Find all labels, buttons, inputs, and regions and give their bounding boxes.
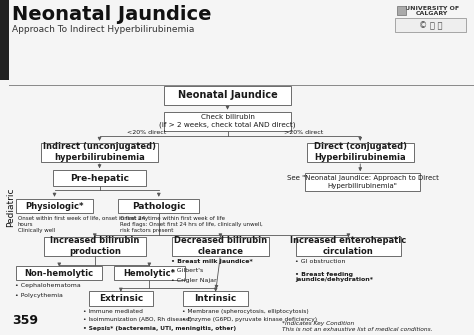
Text: Pre-hepatic: Pre-hepatic [70,174,129,183]
Text: © ⓘ ⓢ: © ⓘ ⓢ [419,21,442,30]
FancyBboxPatch shape [164,112,291,131]
Text: Direct (conjugated)
Hyperbilirubinemia: Direct (conjugated) Hyperbilirubinemia [314,142,407,162]
Text: • Cephalohematoma: • Cephalohematoma [16,283,81,288]
Text: • Enzyme (G6PD, pyruvate kinase deficiency): • Enzyme (G6PD, pyruvate kinase deficien… [182,317,318,322]
Text: 359: 359 [12,314,38,327]
FancyBboxPatch shape [164,86,291,105]
Text: • Gilbert's: • Gilbert's [171,268,203,273]
Text: UNIVERSITY OF
CALGARY: UNIVERSITY OF CALGARY [405,6,459,16]
Text: Hemolytic*: Hemolytic* [123,269,175,277]
Text: Check bilirubin
(if > 2 weeks, check total AND direct): Check bilirubin (if > 2 weeks, check tot… [159,114,296,128]
FancyBboxPatch shape [397,6,406,15]
FancyBboxPatch shape [183,291,248,306]
Text: Increased enterohepatic
circulation: Increased enterohepatic circulation [290,236,407,256]
Text: Neonatal Jaundice: Neonatal Jaundice [12,5,211,24]
Text: Extrinsic: Extrinsic [99,294,143,303]
Text: Physiologic*: Physiologic* [25,202,84,210]
FancyBboxPatch shape [41,143,158,162]
FancyBboxPatch shape [296,237,401,256]
FancyBboxPatch shape [118,199,199,213]
Text: Pediatric: Pediatric [6,188,15,227]
Text: • Membrane (spherocytosis, elliptocytosis): • Membrane (spherocytosis, elliptocytosi… [182,309,309,314]
Text: • Polycythemia: • Polycythemia [16,293,64,298]
FancyBboxPatch shape [305,173,419,191]
Text: Neonatal Jaundice: Neonatal Jaundice [178,90,277,100]
FancyBboxPatch shape [16,266,102,280]
Text: • Breast feeding
jaundice/dehydration*: • Breast feeding jaundice/dehydration* [295,272,373,282]
Text: • Crigler Najar: • Crigler Najar [171,278,216,283]
FancyBboxPatch shape [89,291,153,306]
Text: >20% direct: >20% direct [284,130,323,135]
FancyBboxPatch shape [395,18,466,32]
FancyBboxPatch shape [113,266,185,280]
Text: Approach To Indirect Hyperbilirubinemia: Approach To Indirect Hyperbilirubinemia [12,25,194,34]
Text: • Immune mediated: • Immune mediated [83,309,143,314]
Text: • GI obstruction: • GI obstruction [295,259,346,264]
Text: Onset anytime within first week of life
Red flags: Onset first 24 hrs of life, c: Onset anytime within first week of life … [119,216,263,233]
Text: • Isoimmunization (ABO, Rh disease): • Isoimmunization (ABO, Rh disease) [83,317,192,322]
Text: Indirect (unconjugated)
hyperbilirubinemia: Indirect (unconjugated) hyperbilirubinem… [43,142,156,162]
Text: Pathologic: Pathologic [132,202,186,210]
FancyBboxPatch shape [53,170,146,186]
Text: • Breast milk Jaundice*: • Breast milk Jaundice* [171,259,252,264]
Text: Non-hemolytic: Non-hemolytic [25,269,94,277]
Text: <20% direct: <20% direct [128,130,166,135]
Text: • Sepsis* (bacteremia, UTI, meningitis, other): • Sepsis* (bacteremia, UTI, meningitis, … [83,326,236,331]
Text: *Indicates Key Condition
This is not an exhaustive list of medical conditions.: *Indicates Key Condition This is not an … [282,321,433,332]
Text: See "Neonatal Jaundice: Approach to Direct
Hyperbilirubinemia": See "Neonatal Jaundice: Approach to Dire… [287,176,438,189]
FancyBboxPatch shape [0,0,9,80]
FancyBboxPatch shape [44,237,146,256]
Text: Decreased bilirubin
clearance: Decreased bilirubin clearance [174,236,267,256]
FancyBboxPatch shape [172,237,269,256]
FancyBboxPatch shape [16,199,92,213]
FancyBboxPatch shape [307,143,414,162]
Text: Increased bilirubin
production: Increased bilirubin production [50,236,139,256]
Text: Intrinsic: Intrinsic [194,294,237,303]
Text: Onset within first week of life, onset in first 24
hours
Clinically well: Onset within first week of life, onset i… [18,216,145,233]
